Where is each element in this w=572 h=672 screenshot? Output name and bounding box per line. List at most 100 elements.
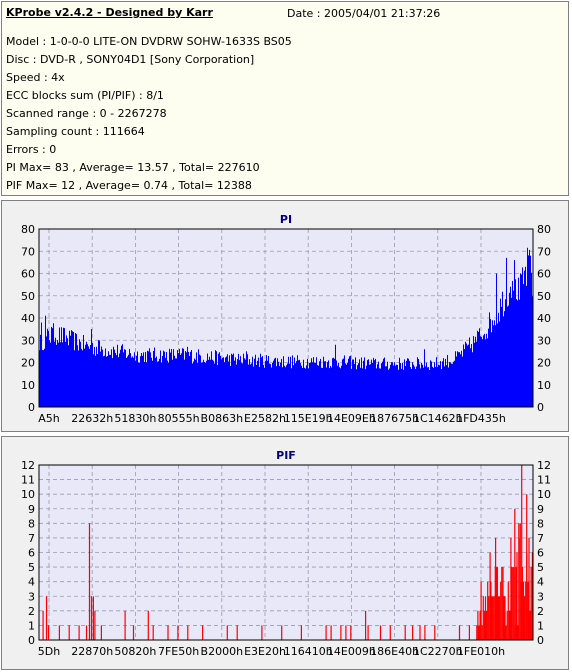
- pi-xtick-label: 187675h: [370, 412, 419, 425]
- pif-bar: [510, 537, 512, 640]
- pif-bar: [389, 625, 391, 640]
- pi-chart: PI 0 0 10 10 20 20 30 30 40 40 50 50 60 60 70 70 80 80 A5h 2…: [21, 213, 551, 425]
- pif-xtick-label: 5Dh: [38, 645, 60, 658]
- pif-bar: [236, 625, 238, 640]
- pif-bar: [477, 610, 479, 640]
- pi-ytick-right: 0: [537, 401, 544, 414]
- pi-ytick-left: 80: [21, 223, 35, 236]
- info-range: Scanned range : 0 - 2267278: [6, 107, 167, 120]
- pif-ytick-right: 10: [537, 488, 551, 501]
- pif-bar: [481, 625, 483, 640]
- pif-bar: [530, 567, 532, 640]
- pif-title: PIF: [276, 449, 296, 462]
- pif-bar: [476, 625, 478, 640]
- pif-plot-border: [38, 464, 534, 641]
- pif-chart-panel: PIF 0 0 1 1 2 2 3 3 4 4 5 5 6 6 7 7 8 8 9 9 10 10 11 11 12 12 5Dh 22…: [1, 436, 569, 670]
- pi-xtick-label: A5h: [38, 412, 60, 425]
- pif-bar: [497, 596, 500, 641]
- pi-xtick-label: 1FD435h: [456, 412, 506, 425]
- pif-ytick-right: 2: [537, 605, 544, 618]
- pif-bar: [300, 625, 302, 640]
- info-model: Model : 1-0-0-0 LITE-ON DVDRW SOHW-1633S…: [6, 35, 292, 48]
- app-title: KProbe v2.4.2 - Designed by Karr: [6, 6, 213, 19]
- pi-ytick-right: 80: [537, 223, 551, 236]
- pif-bar: [516, 552, 518, 640]
- pif-xtick-label: E3E20h: [244, 645, 286, 658]
- pif-xtick-label: B2000h: [201, 645, 244, 658]
- pif-bar: [167, 625, 169, 640]
- pif-bar: [85, 625, 88, 640]
- pif-bar: [412, 625, 414, 640]
- pif-bar: [521, 567, 523, 640]
- pif-bar: [483, 610, 485, 640]
- pif-bar: [94, 610, 96, 640]
- pif-bar: [281, 625, 283, 640]
- pif-bar: [484, 596, 487, 641]
- scan-date: Date : 2005/04/01 21:37:26: [287, 7, 441, 20]
- pif-bar: [379, 625, 382, 640]
- pif-xtick-label: 7FE50h: [158, 645, 199, 658]
- pif-ytick-right: 11: [537, 474, 551, 487]
- pi-xtick-label: B0863h: [201, 412, 244, 425]
- pif-bar: [419, 625, 421, 640]
- pif-ytick-left: 3: [28, 590, 35, 603]
- pi-series-area: [39, 247, 533, 407]
- pi-xtick-label: E2582h: [244, 412, 286, 425]
- pi-xtick-label: 80555h: [158, 412, 200, 425]
- pif-bar: [514, 508, 516, 641]
- info-disc: Disc : DVD-R , SONY04D1 [Sony Corporatio…: [6, 53, 255, 66]
- pif-bar: [58, 625, 60, 640]
- pif-xtick-label: 186E40h: [370, 645, 419, 658]
- pi-xtick-label: 1C1462h: [413, 412, 463, 425]
- pif-bar: [506, 610, 508, 640]
- pi-xtick-label: 22632h: [71, 412, 113, 425]
- pif-ytick-right: 7: [537, 532, 544, 545]
- pif-ytick-left: 5: [28, 561, 35, 574]
- pi-ytick-left: 60: [21, 268, 35, 281]
- pif-ytick-left: 11: [21, 474, 35, 487]
- pif-bar: [496, 567, 498, 640]
- pif-bar: [488, 596, 490, 641]
- pif-ytick-right: 9: [537, 503, 544, 516]
- pi-ytick-right: 10: [537, 379, 551, 392]
- pif-bar: [499, 596, 501, 641]
- pif-xtick-label: 50820h: [114, 645, 156, 658]
- pi-ytick-left: 0: [28, 401, 35, 414]
- pif-bar: [518, 523, 520, 640]
- info-panel: KProbe v2.4.2 - Designed by Karr Date : …: [1, 1, 569, 196]
- pif-bar: [515, 567, 517, 640]
- pif-ytick-left: 0: [28, 634, 35, 647]
- pif-bar: [482, 596, 484, 641]
- pif-ytick-right: 3: [537, 590, 544, 603]
- pif-bar: [340, 625, 342, 640]
- pif-ytick-right: 12: [537, 459, 551, 472]
- pif-bar: [325, 625, 327, 640]
- pif-bar: [45, 596, 48, 641]
- pif-ytick-right: 5: [537, 561, 544, 574]
- pif-bar: [495, 537, 497, 640]
- pif-ytick-left: 2: [28, 605, 35, 618]
- pif-bar: [478, 625, 480, 640]
- pif-bar: [47, 625, 50, 640]
- pif-bar: [491, 596, 493, 641]
- pif-bar: [345, 625, 347, 640]
- pi-chart-panel: PI 0 0 10 10 20 20 30 30 40 40 50 50 60 60 70 70 80 80 A5h 2…: [1, 200, 569, 432]
- pif-bar: [132, 625, 135, 640]
- pi-ytick-left: 50: [21, 290, 35, 303]
- pi-ytick-right: 30: [537, 334, 551, 347]
- info-pi-stats: PI Max= 83 , Average= 13.57 , Total= 227…: [6, 161, 260, 174]
- pif-ytick-right: 6: [537, 547, 544, 560]
- pif-ytick-left: 12: [21, 459, 35, 472]
- pif-bar: [490, 581, 492, 640]
- pif-bar: [88, 523, 91, 640]
- pif-ytick-left: 6: [28, 547, 35, 560]
- pif-ytick-left: 8: [28, 517, 35, 530]
- pif-bar: [404, 625, 406, 640]
- pif-bar: [187, 625, 189, 640]
- pif-bar: [468, 625, 470, 640]
- pif-bar: [511, 567, 513, 640]
- pi-ytick-right: 50: [537, 290, 551, 303]
- pif-bar: [90, 596, 93, 641]
- pif-bar: [495, 567, 497, 640]
